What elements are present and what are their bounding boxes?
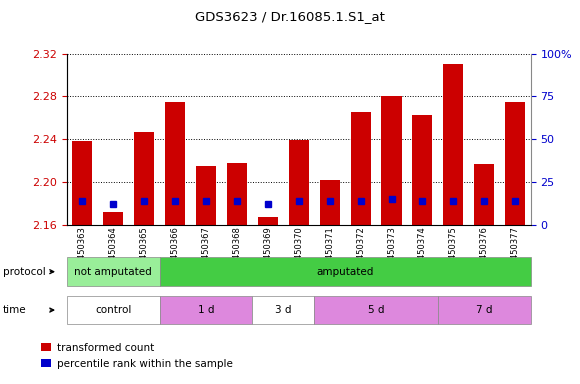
Bar bbox=[320, 180, 340, 225]
Text: time: time bbox=[3, 305, 27, 315]
Bar bbox=[196, 166, 216, 225]
Bar bbox=[103, 212, 123, 225]
Bar bbox=[72, 141, 92, 225]
Bar bbox=[474, 164, 494, 225]
Text: GDS3623 / Dr.16085.1.S1_at: GDS3623 / Dr.16085.1.S1_at bbox=[195, 10, 385, 23]
Text: transformed count: transformed count bbox=[57, 343, 154, 353]
Bar bbox=[443, 65, 463, 225]
Bar bbox=[289, 140, 309, 225]
Text: 7 d: 7 d bbox=[476, 305, 492, 315]
Text: not amputated: not amputated bbox=[74, 266, 152, 277]
Bar bbox=[258, 217, 278, 225]
Text: 1 d: 1 d bbox=[198, 305, 214, 315]
Bar bbox=[412, 115, 433, 225]
Bar bbox=[227, 163, 247, 225]
Text: 5 d: 5 d bbox=[368, 305, 385, 315]
Text: amputated: amputated bbox=[317, 266, 374, 277]
Text: protocol: protocol bbox=[3, 266, 46, 277]
Text: control: control bbox=[95, 305, 131, 315]
Bar bbox=[505, 102, 525, 225]
Bar bbox=[134, 132, 154, 225]
Bar bbox=[165, 102, 185, 225]
Text: 3 d: 3 d bbox=[275, 305, 292, 315]
Text: percentile rank within the sample: percentile rank within the sample bbox=[57, 359, 233, 369]
Bar bbox=[350, 113, 371, 225]
Bar bbox=[382, 96, 401, 225]
